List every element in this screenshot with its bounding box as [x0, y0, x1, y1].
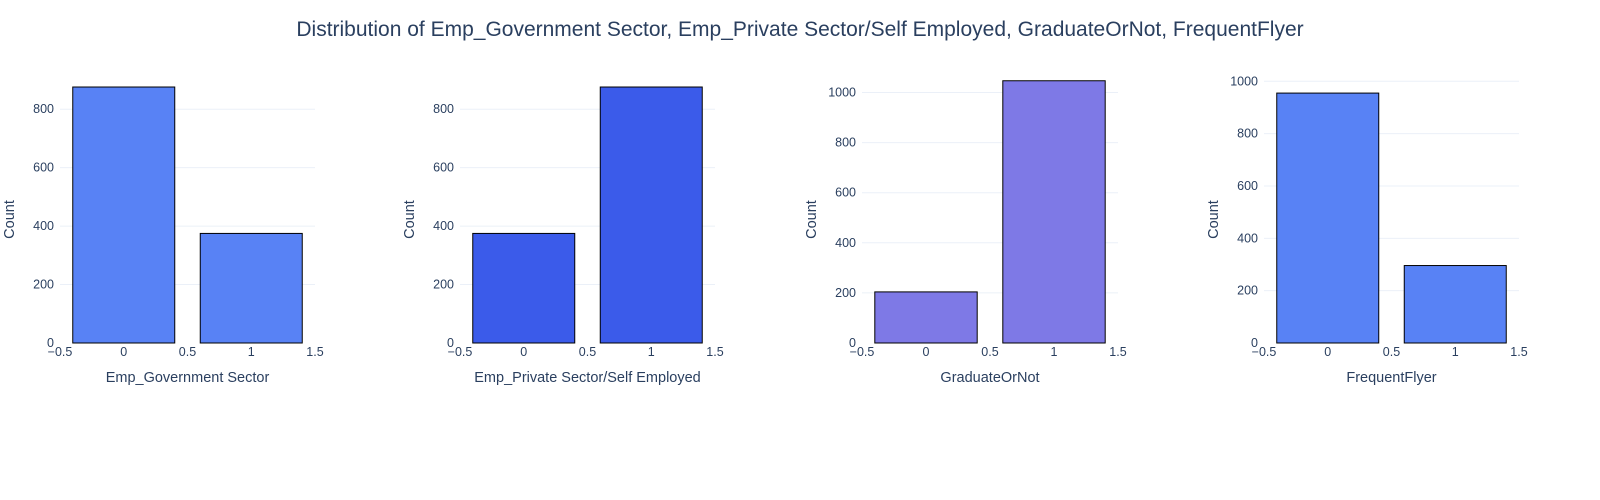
y-tick-label: 800 — [433, 102, 454, 116]
x-tick-label: 0.5 — [1383, 345, 1400, 359]
bar — [1403, 265, 1507, 344]
y-axis-title: Count — [1206, 200, 1222, 239]
y-tick-label: 0 — [1251, 336, 1258, 350]
x-tick-label: 1.5 — [1510, 345, 1527, 359]
y-tick-label: 600 — [433, 161, 454, 175]
x-tick-label: 0.5 — [981, 345, 998, 359]
bar — [874, 291, 978, 344]
x-axis-title: Emp_Government Sector — [106, 370, 270, 386]
x-tick-label: 1 — [248, 345, 255, 359]
x-axis-title: FrequentFlyer — [1346, 370, 1436, 386]
y-tick-label: 400 — [433, 219, 454, 233]
x-tick-label: 1 — [1051, 345, 1058, 359]
x-tick-label: −0.5 — [448, 345, 473, 359]
y-tick-label: 400 — [33, 219, 54, 233]
y-tick-label: 200 — [1237, 284, 1258, 298]
x-tick-label: −0.5 — [48, 345, 73, 359]
y-tick-label: 200 — [433, 278, 454, 292]
x-tick-label: 0 — [923, 345, 930, 359]
x-tick-label: 0.5 — [179, 345, 196, 359]
y-tick-label: 1000 — [1230, 74, 1258, 88]
x-tick-label: 1.5 — [1109, 345, 1126, 359]
bar — [199, 232, 303, 344]
x-tick-label: 0.5 — [579, 345, 596, 359]
y-tick-label: 400 — [835, 236, 856, 250]
bar — [1276, 92, 1380, 344]
y-tick-label: 800 — [1237, 127, 1258, 141]
x-tick-label: 1.5 — [306, 345, 323, 359]
bar — [72, 86, 176, 344]
x-tick-label: 0 — [520, 345, 527, 359]
x-axis-title: GraduateOrNot — [940, 370, 1039, 386]
y-tick-label: 600 — [835, 186, 856, 200]
bar — [472, 232, 576, 344]
y-tick-label: 400 — [1237, 231, 1258, 245]
y-tick-label: 200 — [835, 286, 856, 300]
y-tick-label: 600 — [1237, 179, 1258, 193]
y-tick-label: 1000 — [828, 86, 856, 100]
y-axis-title: Count — [804, 200, 820, 239]
x-tick-label: 0 — [120, 345, 127, 359]
x-tick-label: 1.5 — [706, 345, 723, 359]
y-tick-label: 0 — [447, 336, 454, 350]
y-tick-label: 600 — [33, 161, 54, 175]
y-tick-label: 800 — [835, 136, 856, 150]
x-axis-title: Emp_Private Sector/Self Employed — [474, 370, 700, 386]
x-tick-label: 0 — [1324, 345, 1331, 359]
y-axis-title: Count — [2, 200, 18, 239]
chart-title: Distribution of Emp_Government Sector, E… — [296, 18, 1304, 41]
x-tick-label: −0.5 — [1252, 345, 1277, 359]
y-tick-label: 0 — [47, 336, 54, 350]
bar — [599, 86, 703, 344]
x-tick-label: 1 — [1452, 345, 1459, 359]
y-tick-label: 200 — [33, 278, 54, 292]
y-tick-label: 0 — [849, 336, 856, 350]
x-tick-label: 1 — [648, 345, 655, 359]
y-tick-label: 800 — [33, 102, 54, 116]
x-tick-label: −0.5 — [850, 345, 875, 359]
y-axis-title: Count — [402, 200, 418, 239]
bar — [1002, 80, 1106, 344]
